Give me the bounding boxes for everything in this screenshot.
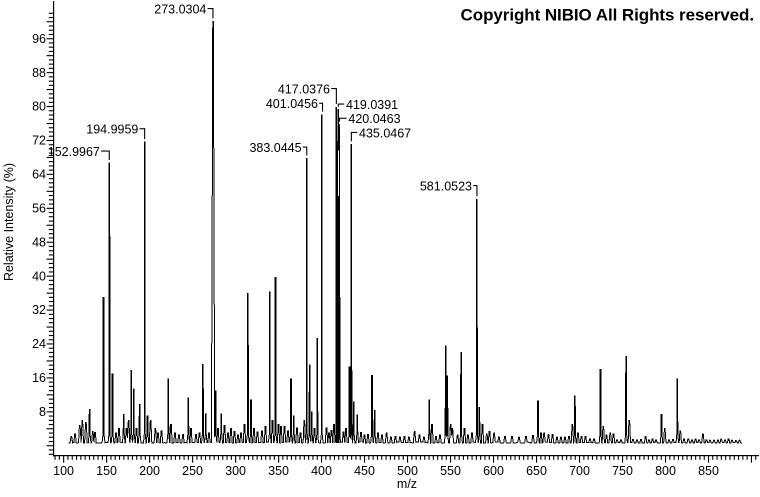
svg-text:88: 88 [32,66,46,80]
svg-text:435.0467: 435.0467 [359,126,411,140]
svg-text:Copyright NIBIO All Rights res: Copyright NIBIO All Rights reserved. [461,5,754,24]
svg-text:48: 48 [32,235,46,249]
svg-text:152.9967: 152.9967 [48,145,100,159]
svg-text:850: 850 [698,464,719,478]
svg-text:417.0376: 417.0376 [278,83,330,97]
svg-text:56: 56 [32,202,46,216]
svg-text:40: 40 [32,269,46,283]
svg-text:32: 32 [32,303,46,317]
svg-text:600: 600 [483,464,504,478]
svg-text:80: 80 [32,100,46,114]
svg-text:581.0523: 581.0523 [420,180,472,194]
svg-text:400: 400 [311,464,332,478]
svg-text:m/z: m/z [397,477,417,491]
svg-text:200: 200 [139,464,160,478]
svg-text:273.0304: 273.0304 [154,3,206,17]
svg-text:24: 24 [32,337,46,351]
svg-text:100: 100 [53,464,74,478]
svg-text:8: 8 [39,405,46,419]
svg-text:420.0463: 420.0463 [348,112,400,126]
svg-text:750: 750 [612,464,633,478]
svg-text:250: 250 [182,464,203,478]
svg-text:550: 550 [440,464,461,478]
svg-text:150: 150 [96,464,117,478]
svg-text:72: 72 [32,134,46,148]
svg-text:350: 350 [268,464,289,478]
svg-text:650: 650 [526,464,547,478]
svg-text:Relative Intensity (%): Relative Intensity (%) [2,163,16,281]
svg-text:383.0445: 383.0445 [249,141,301,155]
svg-text:800: 800 [655,464,676,478]
svg-text:300: 300 [225,464,246,478]
svg-text:700: 700 [569,464,590,478]
svg-text:450: 450 [354,464,375,478]
svg-text:194.9959: 194.9959 [86,123,138,137]
svg-text:64: 64 [32,168,46,182]
svg-text:16: 16 [32,371,46,385]
svg-text:500: 500 [397,464,418,478]
svg-text:401.0456: 401.0456 [266,97,318,111]
svg-text:419.0391: 419.0391 [346,98,398,112]
svg-text:96: 96 [32,32,46,46]
